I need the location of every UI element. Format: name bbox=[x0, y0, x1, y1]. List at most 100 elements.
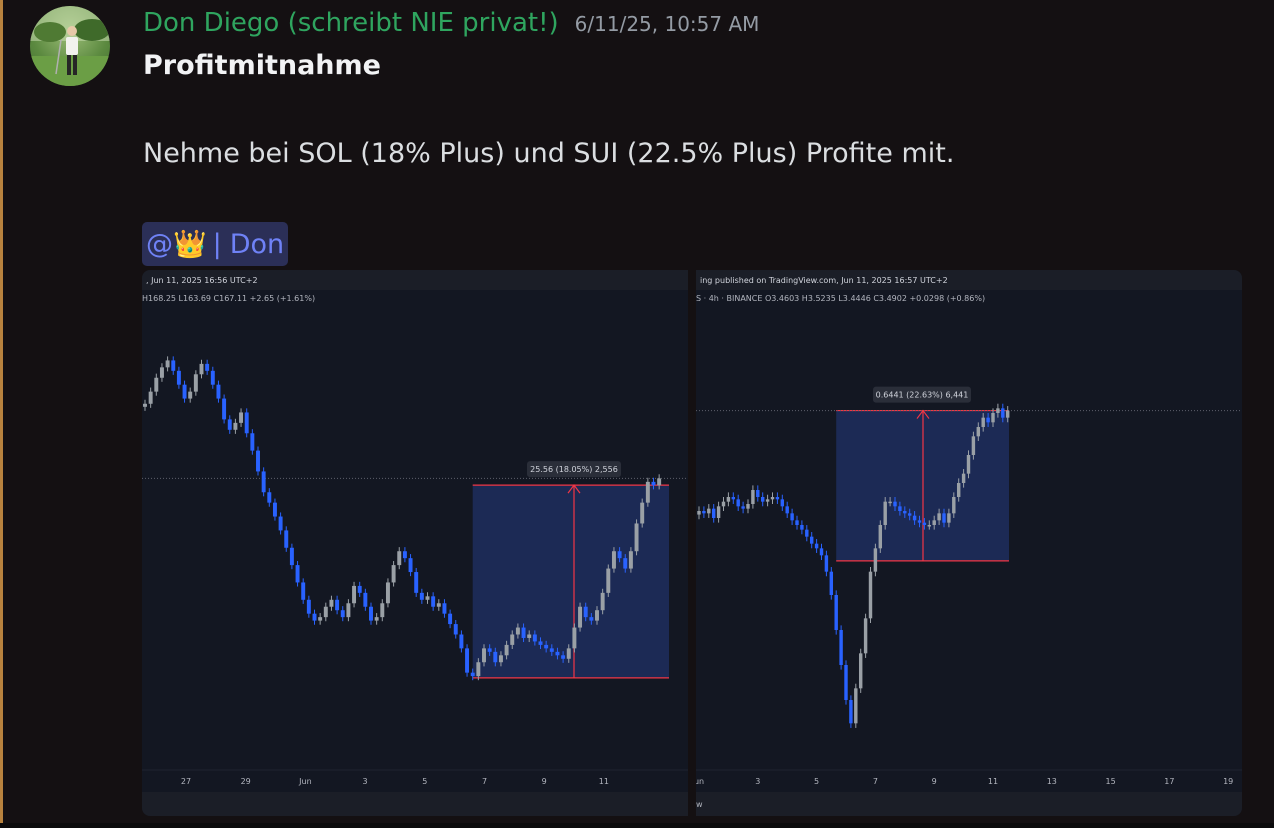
candle bbox=[436, 599, 441, 611]
candle-body bbox=[312, 613, 317, 621]
candle bbox=[521, 623, 526, 643]
candle-body bbox=[770, 497, 775, 500]
message-header: Don Diego (schreibt NIE privat!) 6/11/25… bbox=[143, 8, 759, 44]
candle-body bbox=[261, 471, 266, 493]
candle-body bbox=[549, 648, 554, 652]
candle bbox=[966, 450, 971, 479]
username[interactable]: Don Diego (schreibt NIE privat!) bbox=[143, 8, 559, 38]
candle-body bbox=[419, 592, 424, 600]
x-tick-label: 15 bbox=[1106, 777, 1116, 786]
candle-body bbox=[459, 634, 464, 649]
candle-body bbox=[606, 568, 611, 593]
role-mention[interactable]: @ 👑 | Don bbox=[142, 222, 289, 266]
candle bbox=[589, 613, 594, 625]
candle-body bbox=[751, 490, 755, 504]
chart-header-text: , Jun 11, 2025 16:56 UTC+2 bbox=[146, 276, 258, 285]
message-title: Profitmitnahme bbox=[143, 50, 381, 81]
chart-header-strip bbox=[142, 270, 688, 290]
candle bbox=[1001, 403, 1005, 423]
candle bbox=[849, 695, 853, 728]
candle bbox=[323, 602, 328, 622]
candle-body bbox=[780, 499, 785, 507]
left-accent-bar bbox=[0, 0, 3, 828]
candle-body bbox=[888, 501, 892, 504]
candle-body bbox=[453, 624, 458, 635]
candle-body bbox=[873, 548, 878, 572]
candle bbox=[746, 499, 750, 514]
candle bbox=[702, 506, 706, 518]
candle bbox=[991, 408, 995, 427]
candle-body bbox=[148, 391, 153, 404]
candle bbox=[976, 422, 981, 441]
candle-body bbox=[532, 634, 537, 642]
candle bbox=[634, 519, 639, 556]
candle-body bbox=[572, 627, 577, 649]
bottom-bar bbox=[0, 823, 1274, 828]
candle-body bbox=[346, 603, 351, 618]
candle-body bbox=[981, 417, 985, 427]
candle-body bbox=[863, 618, 868, 654]
candle-body bbox=[470, 672, 475, 677]
user-avatar[interactable] bbox=[30, 6, 110, 86]
candle bbox=[922, 518, 927, 530]
candle-body bbox=[578, 606, 583, 628]
candle bbox=[765, 494, 770, 507]
candle bbox=[956, 478, 961, 502]
chart-image-sui[interactable]: ing published on TradingView.com, Jun 11… bbox=[696, 270, 1242, 816]
candle-body bbox=[284, 530, 289, 548]
candle-body bbox=[1001, 408, 1005, 418]
candle bbox=[380, 599, 385, 622]
candle bbox=[572, 623, 577, 653]
candle bbox=[566, 644, 571, 663]
chart-image-sol[interactable]: , Jun 11, 2025 16:56 UTC+2 H168.25 L163.6… bbox=[142, 270, 688, 816]
candle bbox=[199, 359, 204, 379]
candle bbox=[932, 515, 936, 530]
candle-body bbox=[711, 508, 716, 518]
golfer-avatar-icon bbox=[30, 6, 110, 86]
candle-body bbox=[527, 634, 532, 638]
candle-body bbox=[996, 408, 1000, 413]
candle bbox=[188, 387, 193, 403]
x-tick-label: 5 bbox=[814, 777, 819, 786]
x-tick-label: 29 bbox=[241, 777, 251, 786]
candle-body bbox=[295, 565, 300, 583]
candle-body bbox=[697, 511, 701, 515]
chart-footer-strip bbox=[696, 792, 1242, 816]
candle-body bbox=[244, 412, 249, 434]
measure-label: 25.56 (18.05%) 2,556 bbox=[530, 465, 618, 474]
candle-body bbox=[966, 455, 971, 474]
chart-header-strip bbox=[696, 270, 1242, 290]
candle bbox=[623, 554, 628, 573]
message-body: Nehme bei SOL (18% Plus) und SUI (22.5% … bbox=[143, 138, 955, 169]
candle bbox=[873, 543, 878, 577]
candle-body bbox=[617, 551, 622, 559]
candle bbox=[425, 592, 430, 604]
candle bbox=[408, 554, 413, 577]
candle-body bbox=[510, 634, 515, 645]
candle bbox=[193, 370, 198, 396]
candle-body bbox=[476, 662, 481, 677]
candle bbox=[385, 578, 390, 608]
candle bbox=[154, 373, 159, 396]
candle bbox=[578, 602, 583, 632]
candle bbox=[176, 366, 181, 389]
candle-body bbox=[819, 548, 824, 556]
mention-name: Don bbox=[229, 228, 285, 260]
x-tick-label: 27 bbox=[181, 777, 191, 786]
candle bbox=[357, 581, 362, 597]
message-timestamp[interactable]: 6/11/25, 10:57 AM bbox=[574, 12, 760, 36]
candle-body bbox=[504, 644, 509, 656]
x-tick-label: 9 bbox=[542, 777, 547, 786]
candle bbox=[942, 508, 946, 528]
x-tick-label: 11 bbox=[599, 777, 609, 786]
candle-body bbox=[707, 508, 711, 514]
candle bbox=[374, 613, 379, 625]
candle-body bbox=[595, 610, 599, 621]
candle bbox=[301, 578, 306, 604]
chart-ohlc-text: H168.25 L163.69 C167.11 +2.65 (+1.61%) bbox=[142, 294, 315, 303]
x-tick-label: 13 bbox=[1047, 777, 1057, 786]
candle bbox=[267, 488, 272, 507]
candle-body bbox=[971, 436, 976, 455]
candle-body bbox=[726, 497, 731, 502]
candle-body bbox=[893, 501, 897, 507]
